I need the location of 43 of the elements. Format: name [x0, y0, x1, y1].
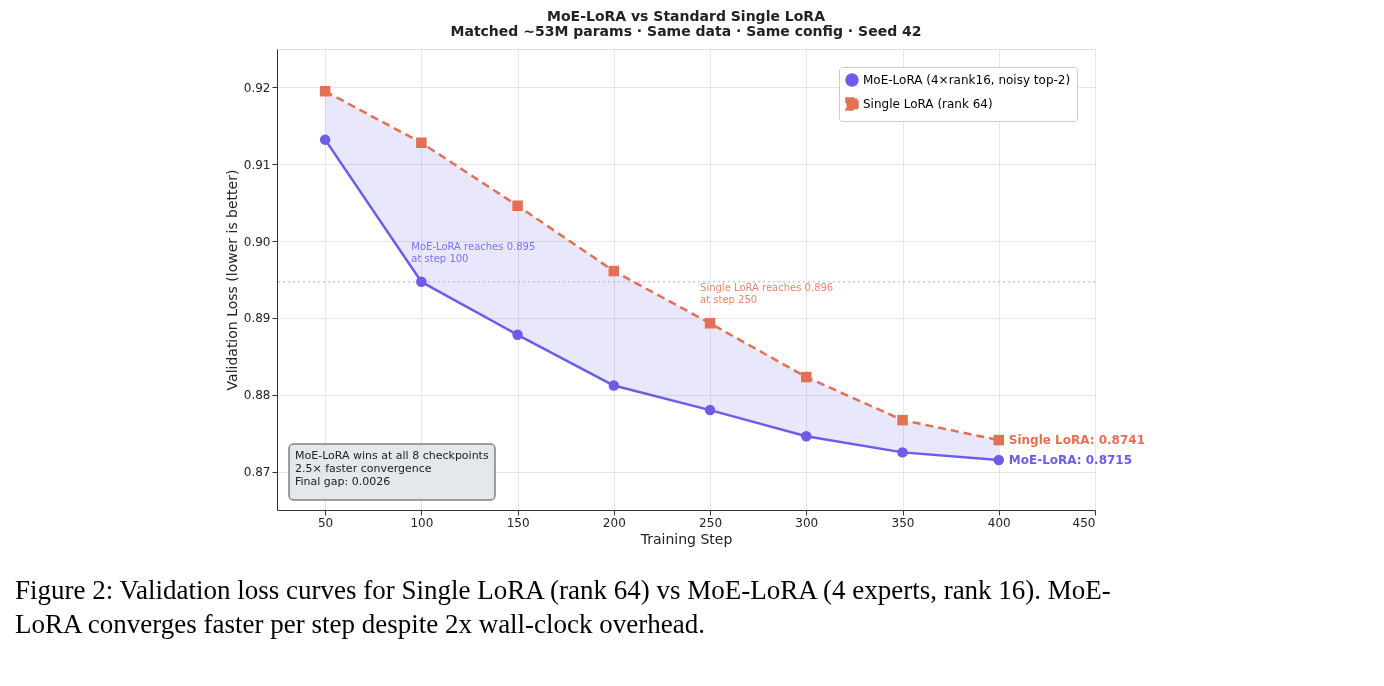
x-tick-label: 200 — [602, 515, 626, 530]
y-tick-label: 0.89 — [243, 311, 271, 326]
x-tick-label: 100 — [410, 515, 434, 530]
y-tick-label: 0.87 — [243, 465, 271, 480]
point — [608, 265, 620, 277]
chart-subtitle: Matched ~53M params · Same data · Same config · Seed 42 — [450, 23, 922, 39]
x-tick-label: 400 — [987, 515, 1011, 530]
annotation: MoE-LoRA wins at all 8 checkpoints 2.5× faster convergence Final gap: 0.0026 — [295, 449, 489, 488]
point — [416, 276, 427, 288]
point — [704, 318, 716, 329]
y-axis-title: Validation Loss (lower is better) — [223, 169, 240, 391]
point — [704, 404, 716, 416]
point — [416, 137, 427, 148]
y-tick-label: 0.92 — [243, 80, 271, 95]
x-tick-label: 300 — [795, 515, 819, 530]
annotation: Single LoRA reaches 0.896 at step 250 — [700, 282, 834, 306]
point — [897, 447, 908, 458]
x-tick-label: 350 — [891, 515, 915, 530]
caption: Figure 2: Validation loss curves for Single LoRA (rank 64) vs MoE-LoRA (4 experts, rank 16). MoE- LoRA converges faster per step despite 2x wall-clock overhead. — [15, 575, 1111, 639]
annotation: MoE-LoRA reaches 0.895 at step 100 — [411, 240, 536, 264]
x-tick-label: 50 — [317, 515, 334, 530]
annotation: MoE-LoRA: 0.8715 — [1008, 453, 1133, 468]
point — [993, 434, 1005, 446]
point — [512, 200, 523, 211]
annotation: Single LoRA: 0.8741 — [1008, 433, 1146, 448]
x-tick-label: 150 — [506, 515, 530, 530]
point — [801, 431, 812, 442]
point — [608, 380, 620, 391]
point — [319, 86, 331, 97]
point — [993, 454, 1005, 466]
x-tick-label: 250 — [699, 515, 723, 530]
legend-label: MoE-LoRA (4×rank16, noisy top-2) — [863, 73, 1071, 87]
chart-title: MoE-LoRA vs Standard Single LoRA — [547, 8, 826, 24]
point — [801, 371, 812, 383]
x-tick-label: 450 — [1072, 515, 1096, 530]
point — [897, 414, 908, 426]
point — [512, 329, 523, 341]
legend-label: Single LoRA (rank 64) — [863, 97, 993, 111]
y-tick-label: 0.88 — [243, 388, 271, 403]
x-axis-title: Training Step — [639, 530, 733, 547]
y-tick-label: 0.90 — [243, 234, 271, 249]
point — [319, 134, 331, 145]
y-tick-label: 0.91 — [243, 157, 271, 172]
